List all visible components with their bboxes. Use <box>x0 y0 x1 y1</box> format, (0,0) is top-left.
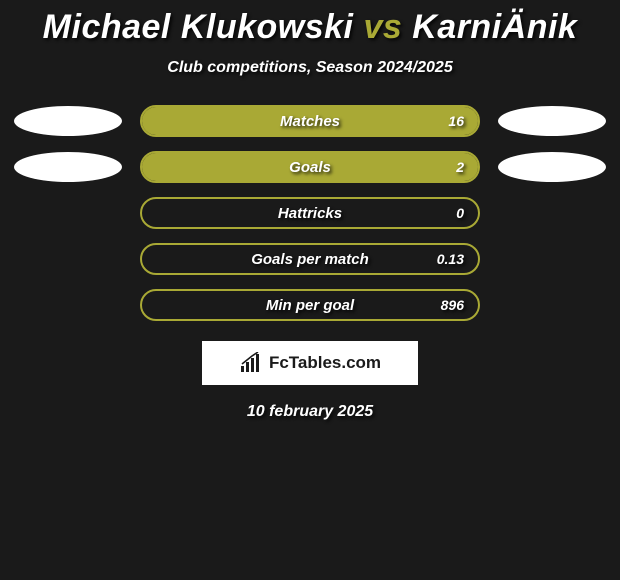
stat-label: Hattricks <box>278 205 342 222</box>
stat-value: 16 <box>448 113 464 129</box>
right-oval <box>498 152 606 182</box>
right-oval <box>498 198 606 228</box>
stat-row: Min per goal 896 <box>0 289 620 321</box>
stat-row: Goals per match 0.13 <box>0 243 620 275</box>
stat-bar: Hattricks 0 <box>140 197 480 229</box>
stat-bar: Goals 2 <box>140 151 480 183</box>
comparison-infographic: Michael Klukowski vs KarniÄnik Club comp… <box>0 0 620 580</box>
brand-text: FcTables.com <box>269 353 381 373</box>
right-oval <box>498 290 606 320</box>
title-player1: Michael Klukowski <box>43 8 354 46</box>
brand-box: FcTables.com <box>202 341 418 385</box>
stat-bar: Goals per match 0.13 <box>140 243 480 275</box>
stat-value: 0.13 <box>437 251 464 267</box>
stat-label: Goals <box>289 159 331 176</box>
stat-label: Goals per match <box>251 251 369 268</box>
stat-row: Hattricks 0 <box>0 197 620 229</box>
stats-list: Matches 16 Goals 2 Hattricks 0 Goals per match… <box>0 105 620 321</box>
chart-icon <box>239 352 263 374</box>
stat-label: Matches <box>280 113 340 130</box>
subtitle: Club competitions, Season 2024/2025 <box>0 59 620 77</box>
left-oval <box>14 198 122 228</box>
stat-row: Goals 2 <box>0 151 620 183</box>
title-vs: vs <box>363 8 402 46</box>
stat-value: 2 <box>456 159 464 175</box>
stat-value: 0 <box>456 205 464 221</box>
left-oval <box>14 290 122 320</box>
right-oval <box>498 106 606 136</box>
stat-row: Matches 16 <box>0 105 620 137</box>
stat-label: Min per goal <box>266 297 354 314</box>
left-oval <box>14 106 122 136</box>
left-oval <box>14 152 122 182</box>
right-oval <box>498 244 606 274</box>
left-oval <box>14 244 122 274</box>
stat-bar: Min per goal 896 <box>140 289 480 321</box>
date-text: 10 february 2025 <box>0 403 620 421</box>
stat-bar: Matches 16 <box>140 105 480 137</box>
page-title: Michael Klukowski vs KarniÄnik <box>0 0 620 47</box>
title-player2: KarniÄnik <box>412 8 577 46</box>
stat-value: 896 <box>441 297 464 313</box>
